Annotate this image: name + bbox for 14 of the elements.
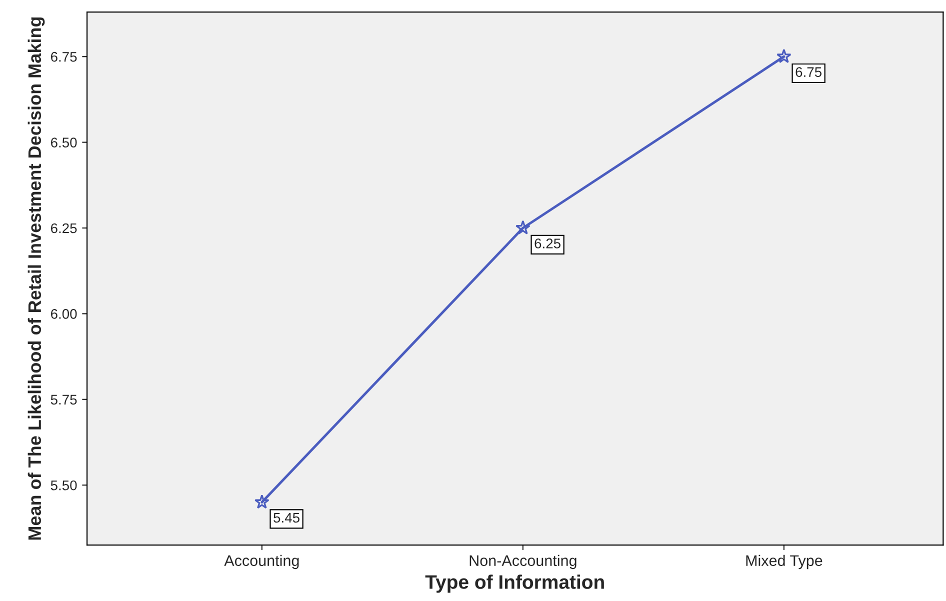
data-label: 5.45 xyxy=(274,512,300,523)
data-label: 6.25 xyxy=(534,238,560,248)
x-axis-title: Type of Information xyxy=(425,574,604,593)
text: 5.50 xyxy=(50,480,77,490)
text: 6.50 xyxy=(50,138,77,148)
y-axis-title: Mean of The Likelihood of Retail Investment Decision Making xyxy=(28,17,45,540)
data-label: 6.75 xyxy=(796,67,822,77)
text: 6.75 xyxy=(50,52,77,62)
text: 6.25 xyxy=(50,223,77,234)
x-tick-label: Mixed Type xyxy=(746,554,822,570)
text: 5.75 xyxy=(50,394,77,405)
text: 6.00 xyxy=(50,309,77,319)
x-tick-label: Non-Accounting xyxy=(470,554,576,570)
x-tick-label: Accounting xyxy=(224,554,299,570)
